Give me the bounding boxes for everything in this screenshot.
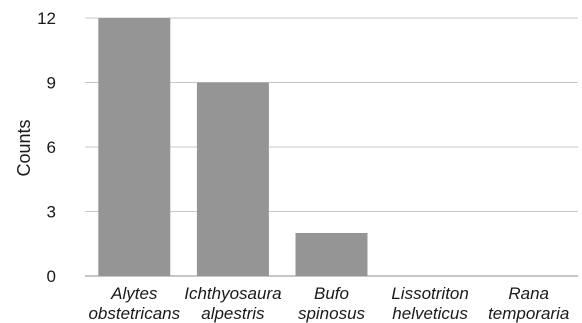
x-category-label: Ichthyosaura bbox=[184, 284, 281, 303]
bar-2 bbox=[295, 233, 368, 276]
x-category-label: Alytes bbox=[110, 284, 158, 303]
y-tick-label: 9 bbox=[47, 74, 56, 93]
y-axis-title: Counts bbox=[14, 119, 34, 176]
y-tick-label: 0 bbox=[47, 267, 56, 286]
y-tick-label: 6 bbox=[47, 138, 56, 157]
x-category-label: temporaria bbox=[488, 304, 569, 323]
bar-0 bbox=[98, 18, 171, 276]
x-category-label: obstetricans bbox=[88, 304, 180, 323]
x-category-label: spinosus bbox=[298, 304, 366, 323]
bar-1 bbox=[196, 82, 269, 276]
y-axis-ticks: 0 3 6 9 12 bbox=[37, 9, 56, 286]
bars bbox=[98, 18, 368, 276]
y-tick-label: 12 bbox=[37, 9, 56, 28]
y-tick-label: 3 bbox=[47, 203, 56, 222]
x-category-label: Rana bbox=[508, 284, 549, 303]
x-category-label: alpestris bbox=[201, 304, 265, 323]
x-category-label: Lissotriton bbox=[391, 284, 468, 303]
x-category-label: helveticus bbox=[392, 304, 468, 323]
x-category-label: Bufo bbox=[314, 284, 349, 303]
